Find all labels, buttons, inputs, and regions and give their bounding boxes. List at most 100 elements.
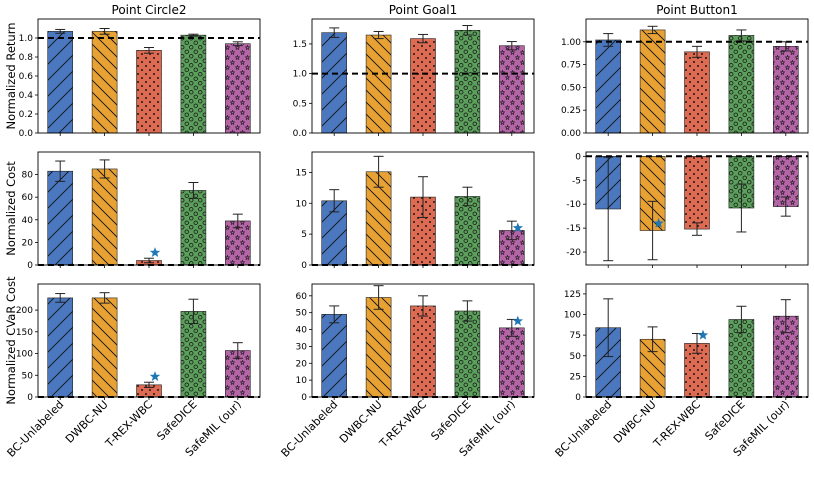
panel-6: 0 50 100 150 200 BC-UnlabeledDWBC-NUT-REX-WBC… [4, 276, 261, 460]
bar-hatch [684, 51, 710, 134]
bar-hatch [365, 34, 392, 134]
y-tick-label: 0.50 [561, 83, 581, 93]
y-tick-label: 20 [296, 359, 308, 369]
x-tick-label: T-REX-WBC [102, 398, 155, 451]
x-tick-label: T-REX-WBC [376, 398, 429, 451]
y-axis-label: Normalized Return [4, 22, 18, 129]
y-tick-label: 100 [16, 350, 33, 360]
y-tick-label: 0 [301, 393, 307, 403]
panel-2: 0.00 0.25 0.50 0.75 1.00 Point Button1 [561, 3, 809, 139]
y-tick-label: 50 [296, 309, 308, 319]
bar-hatch [684, 156, 710, 230]
bar-hatch [498, 45, 525, 134]
y-tick-label: 75 [570, 331, 581, 341]
panel-title: Point Goal1 [389, 3, 458, 17]
y-tick-label: 0.2 [19, 110, 33, 120]
bar-hatch [47, 31, 74, 134]
bar-hatch [454, 310, 481, 398]
panel-4: 0 5 10 15 [296, 151, 535, 271]
bar-hatch [321, 314, 348, 398]
y-tick-label: 25 [570, 372, 581, 382]
y-tick-label: 40 [22, 216, 34, 226]
y-tick-label: 30 [296, 342, 308, 352]
bar-hatch [454, 196, 481, 266]
y-tick-label: 1.5 [293, 40, 307, 50]
bar-hatch [91, 297, 118, 398]
x-tick-label: SafeDICE [702, 398, 747, 443]
star-marker [653, 217, 664, 228]
bar-hatch [321, 32, 348, 134]
y-tick-label: -20 [566, 248, 581, 258]
x-tick-label: BC-Unlabeled [553, 398, 615, 460]
y-tick-label: 1.0 [19, 34, 34, 44]
bar-hatch [91, 168, 118, 266]
x-tick-label: T-REX-WBC [650, 398, 703, 451]
star-marker [512, 222, 524, 233]
star-marker [149, 371, 161, 382]
y-tick-label: 125 [564, 290, 581, 300]
y-tick-label: -15 [566, 224, 581, 234]
y-tick-label: 0.75 [561, 61, 581, 71]
panel-0: 0.0 0.2 0.4 0.6 0.8 1.0 Point Circle2 Normalize… [4, 3, 261, 139]
panel-title: Point Circle2 [112, 3, 187, 17]
bar-hatch [136, 50, 162, 134]
y-tick-label: -10 [566, 200, 581, 210]
y-tick-label: 60 [296, 292, 308, 302]
y-tick-label: 0.25 [561, 106, 581, 116]
y-axis-label: Normalized CVaR Cost [4, 276, 18, 405]
star-marker [149, 247, 161, 258]
y-tick-label: 0.5 [293, 99, 307, 109]
y-tick-label: 5 [301, 230, 307, 240]
y-tick-label: 20 [22, 238, 34, 248]
y-tick-label: 200 [16, 306, 33, 316]
bar-hatch [772, 46, 799, 134]
y-tick-label: 10 [296, 376, 308, 386]
bar-hatch [180, 311, 207, 398]
x-tick-label: SafeDICE [428, 398, 473, 443]
y-tick-label: 10 [296, 199, 308, 209]
y-tick-label: 0 [27, 261, 33, 271]
y-tick-label: 60 [22, 193, 34, 203]
y-tick-label: 150 [16, 328, 33, 338]
panel-1: 0.0 0.5 1.0 1.5 Point Goal1 [293, 3, 535, 139]
bar-hatch [728, 35, 755, 134]
panel-7: 0 10 20 30 40 50 60 BC-UnlabeledDWBC-NUT-REX-WB… [279, 283, 535, 460]
y-tick-label: 1.00 [561, 38, 581, 48]
bar-hatch [47, 170, 74, 266]
y-axis-label: Normalized Cost [4, 161, 18, 256]
y-tick-label: 0.6 [19, 72, 34, 82]
y-tick-label: 0.0 [19, 129, 34, 139]
bar-hatch [498, 327, 525, 398]
y-tick-label: 100 [564, 311, 581, 321]
bar-hatch [410, 305, 436, 398]
bar-hatch [595, 39, 622, 134]
y-tick-label: 0.8 [19, 53, 34, 63]
bar-hatch [365, 297, 392, 398]
bar-hatch [225, 43, 251, 134]
star-marker [697, 329, 709, 340]
bar-hatch [639, 29, 666, 134]
bar-hatch [91, 31, 118, 134]
y-tick-label: 15 [296, 168, 307, 178]
panel-8: 0 25 50 75 100 125 BC-UnlabeledDWBC-NUT-REX-WB… [553, 283, 809, 460]
y-tick-label: 0 [575, 393, 581, 403]
y-tick-label: 50 [22, 371, 34, 381]
y-tick-label: 0 [301, 261, 307, 271]
y-tick-label: 0.00 [561, 129, 581, 139]
x-tick-label: DWBC-NU [63, 398, 111, 446]
x-tick-label: DWBC-NU [611, 398, 659, 446]
y-tick-label: -5 [572, 176, 581, 186]
star-marker [512, 315, 524, 326]
x-tick-label: SafeDICE [154, 398, 199, 443]
y-tick-label: 40 [296, 326, 308, 336]
panel-3: 0 20 40 60 80 Normalized Cost [4, 151, 261, 271]
y-tick-label: 50 [570, 352, 582, 362]
panel-title: Point Button1 [656, 3, 737, 17]
bar-hatch [454, 29, 481, 134]
bar-hatch [225, 220, 251, 266]
bar-hatch [180, 34, 207, 134]
x-tick-label: DWBC-NU [337, 398, 385, 446]
x-tick-label: BC-Unlabeled [279, 398, 341, 460]
panel-5: 0 -5 -10 -15 -20 [566, 151, 809, 268]
